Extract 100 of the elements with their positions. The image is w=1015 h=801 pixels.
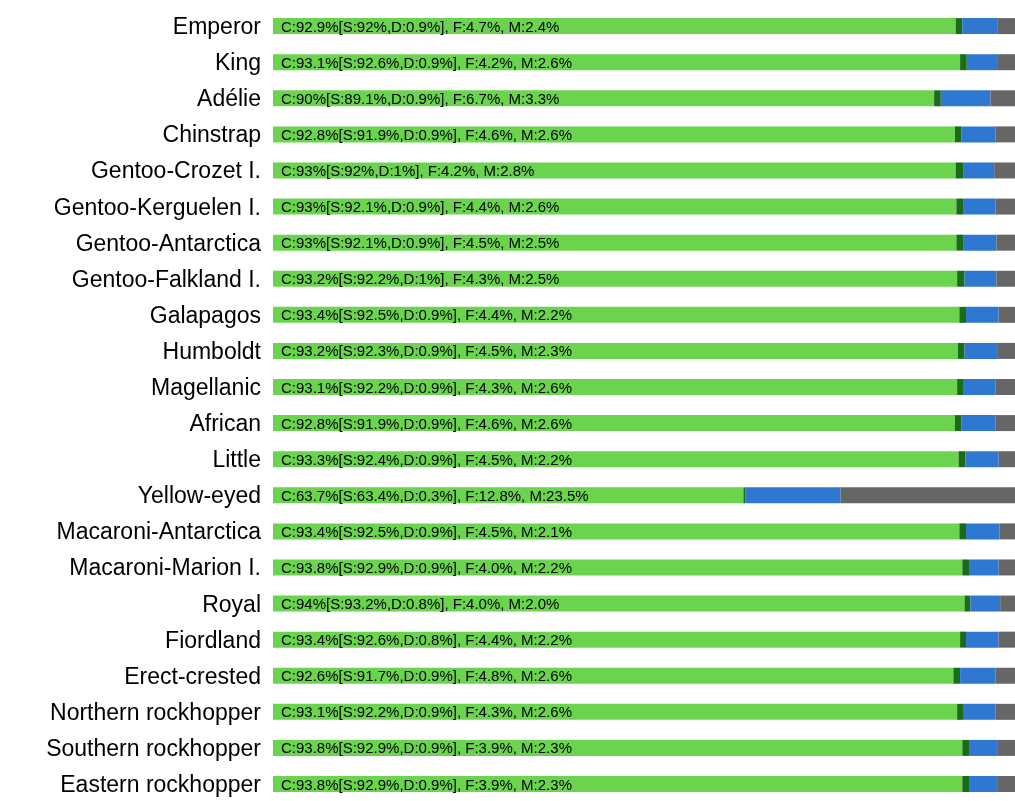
- data-label: C:92.6%[S:91.7%,D:0.9%], F:4.8%, M:2.6%: [281, 667, 572, 685]
- y-tick-label: King: [214, 49, 261, 76]
- bar: [969, 776, 998, 793]
- data-label: C:90%[S:89.1%,D:0.9%], F:6.7%, M:3.3%: [281, 89, 560, 107]
- bar: [997, 776, 1015, 793]
- bar: [955, 18, 963, 35]
- bar: [969, 559, 999, 576]
- bar: [954, 415, 962, 432]
- bar: [962, 739, 969, 756]
- bar: [995, 198, 1015, 215]
- y-tick-label: Erect-crested: [124, 662, 261, 689]
- bar: [970, 595, 1001, 612]
- y-tick-label: African: [189, 410, 261, 437]
- bar: [957, 379, 964, 396]
- bar: [990, 90, 1015, 107]
- bar: [964, 342, 998, 359]
- y-tick-label: Galapagos: [149, 301, 261, 328]
- bar: [997, 342, 1015, 359]
- bar: [995, 379, 1015, 396]
- bar: [962, 776, 969, 793]
- y-tick-label: Northern rockhopper: [50, 698, 262, 725]
- bar: [999, 523, 1015, 540]
- data-label: C:93.1%[S:92.6%,D:0.9%], F:4.2%, M:2.6%: [281, 53, 572, 71]
- bar: [963, 379, 996, 396]
- bar: [963, 198, 996, 215]
- bar: [966, 54, 998, 71]
- bar: [953, 667, 961, 684]
- y-tick-label: Adélie: [197, 85, 261, 112]
- y-tick-label: Southern rockhopper: [46, 734, 262, 761]
- data-label: C:93%[S:92%,D:1%], F:4.2%, M:2.8%: [281, 161, 535, 179]
- bar: [998, 451, 1015, 468]
- data-label: C:92.8%[S:91.9%,D:0.9%], F:4.6%, M:2.6%: [281, 125, 572, 143]
- bar: [743, 487, 746, 504]
- bar: [966, 306, 999, 323]
- bar: [997, 739, 1015, 756]
- y-tick-label: Royal: [202, 590, 261, 617]
- y-tick-label: Chinstrap: [162, 121, 261, 148]
- bar: [963, 162, 995, 179]
- data-label: C:63.7%[S:63.4%,D:0.3%], F:12.8%, M:23.5%: [281, 486, 589, 504]
- bar: [995, 703, 1015, 720]
- bar: [956, 234, 964, 251]
- bar: [998, 559, 1015, 576]
- bar: [934, 90, 941, 107]
- y-tick-label: Emperor: [172, 13, 262, 40]
- y-tick-label: Macaroni-Antarctica: [56, 518, 262, 545]
- data-label: C:92.8%[S:91.9%,D:0.9%], F:4.6%, M:2.6%: [281, 414, 572, 432]
- data-label: C:93.8%[S:92.9%,D:0.9%], F:3.9%, M:2.3%: [281, 775, 572, 793]
- bar: [960, 631, 967, 648]
- bar: [959, 306, 967, 323]
- bar: [960, 54, 967, 71]
- bar: [963, 234, 997, 251]
- bar: [994, 162, 1015, 179]
- bar: [996, 270, 1015, 287]
- y-tick-label: Macaroni-Marion I.: [69, 554, 261, 581]
- bar: [957, 270, 965, 287]
- bar: [955, 162, 964, 179]
- bar: [965, 451, 999, 468]
- bar: [940, 90, 991, 107]
- y-tick-label: Humboldt: [162, 337, 262, 364]
- y-tick-label: Gentoo-Crozet I.: [90, 157, 261, 184]
- data-label: C:92.9%[S:92%,D:0.9%], F:4.7%, M:2.4%: [281, 17, 560, 35]
- y-tick-label: Eastern rockhopper: [60, 770, 262, 797]
- bar: [996, 234, 1015, 251]
- bar: [964, 270, 997, 287]
- bar: [962, 559, 969, 576]
- y-tick-label: Gentoo-Kerguelen I.: [53, 193, 261, 220]
- bar: [840, 487, 1015, 504]
- data-label: C:93.1%[S:92.2%,D:0.9%], F:4.3%, M:2.6%: [281, 378, 572, 396]
- bar: [995, 667, 1015, 684]
- bar: [995, 415, 1015, 432]
- y-tick-label: Yellow-eyed: [137, 482, 261, 509]
- bar: [969, 739, 998, 756]
- data-label: C:93.8%[S:92.9%,D:0.9%], F:4.0%, M:2.2%: [281, 558, 572, 576]
- bar: [959, 523, 967, 540]
- bar: [997, 18, 1015, 35]
- bar: [966, 631, 999, 648]
- bar: [995, 126, 1015, 143]
- y-tick-label: Gentoo-Antarctica: [75, 229, 262, 256]
- data-label: C:93.4%[S:92.5%,D:0.9%], F:4.4%, M:2.2%: [281, 306, 572, 324]
- bar: [745, 487, 841, 504]
- y-tick-label: Little: [212, 446, 261, 473]
- data-label: C:93.4%[S:92.6%,D:0.8%], F:4.4%, M:2.2%: [281, 631, 572, 649]
- bar: [957, 342, 965, 359]
- y-tick-label: Fiordland: [165, 626, 261, 653]
- bar: [960, 667, 996, 684]
- data-label: C:93.2%[S:92.3%,D:0.9%], F:4.5%, M:2.3%: [281, 342, 572, 360]
- data-label: C:94%[S:93.2%,D:0.8%], F:4.0%, M:2.0%: [281, 595, 560, 613]
- y-tick-label: Gentoo-Falkland I.: [71, 265, 261, 292]
- data-label: C:93.8%[S:92.9%,D:0.9%], F:3.9%, M:2.3%: [281, 739, 572, 757]
- bar: [956, 198, 964, 215]
- bar: [998, 631, 1015, 648]
- bar: [1000, 595, 1015, 612]
- y-tick-label: Magellanic: [151, 373, 261, 400]
- bar: [958, 451, 966, 468]
- data-label: C:93.3%[S:92.4%,D:0.9%], F:4.5%, M:2.2%: [281, 450, 572, 468]
- bar: [962, 18, 998, 35]
- data-label: C:93.2%[S:92.2%,D:1%], F:4.3%, M:2.5%: [281, 270, 560, 288]
- data-label: C:93.4%[S:92.5%,D:0.9%], F:4.5%, M:2.1%: [281, 522, 572, 540]
- bar: [961, 415, 996, 432]
- data-label: C:93%[S:92.1%,D:0.9%], F:4.4%, M:2.6%: [281, 198, 560, 216]
